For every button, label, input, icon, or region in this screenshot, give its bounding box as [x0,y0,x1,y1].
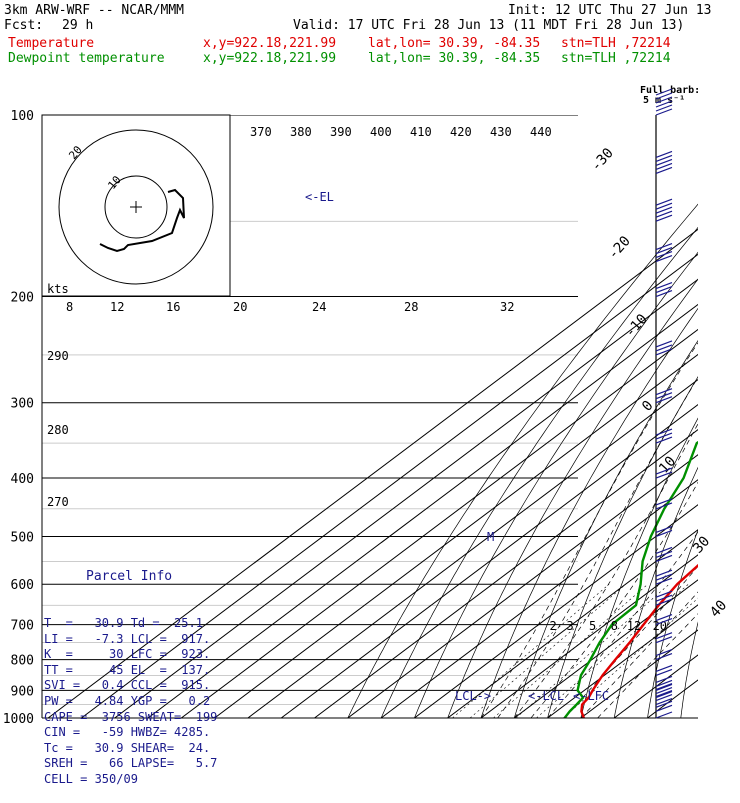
sounding-annotation: <-EL [305,190,334,204]
dry-adiabat [548,115,740,718]
mixing-ratio-label: 12 [627,619,641,633]
pressure-tick-label: 1000 [3,712,34,727]
parcel-info-row: CELL = 350/09 [44,772,244,788]
parcel-info-row: LI = -7.3 LCL = 917. [44,632,244,648]
parcel-info-row: CIN = -59 HWBZ= 4285. [44,725,244,741]
sounding-annotation: <-LFC [573,689,609,703]
pressure-tick-label: 500 [11,530,34,545]
hodograph-speed-label: 28 [404,300,418,314]
parcel-info-title: Parcel Info [44,569,244,585]
theta-label: 430 [490,125,512,139]
parcel-info-row: T = 30.9 Td = 25.1 [44,616,244,632]
pressure-tick-label: 800 [11,654,34,669]
mixing-ratio-label: 2 [549,619,556,633]
wind-barb [656,151,672,173]
hodograph-speed-label: 24 [312,300,326,314]
moist-adiabat [531,221,740,718]
parcel-info-row: TT = 45 EL = 137. [44,663,244,679]
wind-barb [656,526,672,536]
isotherm--50 [315,115,740,718]
dry-adiabat [714,115,740,718]
theta-side-label: 270 [47,495,69,509]
theta-label: 410 [410,125,432,139]
wind-barb [656,665,672,675]
isotherm-label: -20 [605,233,634,263]
mixing-ratio-label: 8 [611,619,618,633]
pressure-tick-label: 200 [11,291,34,306]
wind-barb [656,712,672,718]
mixing-ratio-label: 5 [589,619,596,633]
parcel-info-row: CAPE = 3756 SWEAT= 199 [44,710,244,726]
isotherm--40 [348,115,740,718]
dry-adiabat [348,115,740,718]
wind-barb [656,199,672,221]
pressure-tick-label: 300 [11,397,34,412]
dry-adiabat [414,115,740,718]
isotherm-label: 40 [707,597,730,620]
wind-barb [656,341,672,355]
mixing-ratio-label: 3 [566,619,573,633]
isotherm-label: -10 [622,311,651,341]
theta-side-label: 280 [47,423,69,437]
pressure-tick-label: 100 [11,109,34,124]
isotherm--60 [281,115,740,718]
wind-barb [656,570,672,584]
pressure-tick-label: 700 [11,619,34,634]
theta-label: 380 [290,125,312,139]
hodograph-speed-label: 8 [66,300,73,314]
parcel-info-row: PW = 4.84 YGP = 0.2 [44,694,244,710]
hodograph-speed-label: 12 [110,300,124,314]
hodograph-speed-label: 16 [166,300,180,314]
theta-label: 400 [370,125,392,139]
wind-barb [656,429,672,443]
wind-barb [656,701,672,711]
pressure-tick-label: 600 [11,578,34,593]
theta-side-label: 290 [47,349,69,363]
hodograph-speed-label: 20 [233,300,247,314]
theta-label: 390 [330,125,352,139]
parcel-info-row: K = 30 LFC = 923. [44,647,244,663]
sounding-annotation: LCL-> [455,689,491,703]
pressure-tick-label: 900 [11,684,34,699]
wind-barb [656,650,672,660]
dry-adiabat [681,115,740,718]
theta-label: 370 [250,125,272,139]
sounding-annotation: <-LCL [528,689,564,703]
isotherm--20 [414,115,740,718]
theta-label: 440 [530,125,552,139]
parcel-info-row: SREH = 66 LAPSE= 5.7 [44,756,244,772]
parcel-info-row: Tc = 30.9 SHEAR= 24. [44,741,244,757]
hodograph-units: kts [47,282,69,296]
sounding-annotation: M [487,530,494,544]
moist-adiabat [564,221,740,718]
hodograph-speed-label: 32 [500,300,514,314]
parcel-info-row: SVI = 0.4 CCL = 915. [44,678,244,694]
theta-label: 420 [450,125,472,139]
isotherm-label: 30 [690,533,713,556]
pressure-tick-label: 400 [11,472,34,487]
isotherm-label: -30 [588,145,617,175]
